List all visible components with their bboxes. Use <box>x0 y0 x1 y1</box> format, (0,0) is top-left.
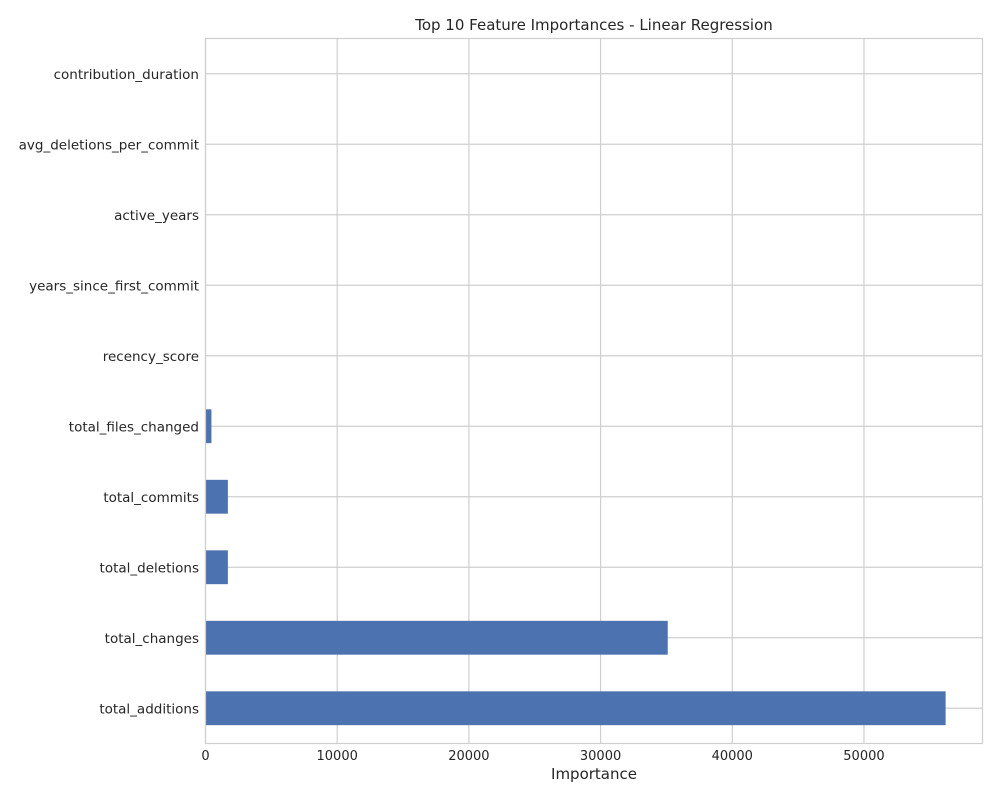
x-tick-label: 0 <box>201 749 209 764</box>
y-tick-label: years_since_first_commit <box>29 278 199 294</box>
x-tick-label: 40000 <box>712 749 753 764</box>
y-tick-labels: total_additions total_changes total_deleti… <box>19 67 199 718</box>
x-axis-label: Importance <box>551 765 637 783</box>
plot-area-frame <box>204 37 984 745</box>
y-tick-label: total_deletions <box>100 560 199 576</box>
bar-total-files-changed <box>205 409 212 444</box>
y-tick-label: active_years <box>114 208 199 224</box>
y-tick-label: total_commits <box>103 490 199 506</box>
y-tick-label: total_changes <box>105 631 199 647</box>
x-tick-label: 10000 <box>317 749 358 764</box>
y-tick-label: avg_deletions_per_commit <box>19 137 199 153</box>
y-tick-label: total_additions <box>99 701 199 717</box>
x-tick-label: 50000 <box>843 749 884 764</box>
x-tick-label: 20000 <box>448 749 489 764</box>
bar-total-additions <box>205 691 946 726</box>
chart-title: Top 10 Feature Importances - Linear Regr… <box>414 16 773 34</box>
bar-total-commits <box>205 479 228 514</box>
x-tick-label: 30000 <box>580 749 621 764</box>
y-tick-label: total_files_changed <box>69 419 199 435</box>
bar-layer <box>205 409 946 726</box>
bar-total-deletions <box>205 550 228 585</box>
x-tick-labels: 0 10000 20000 30000 40000 50000 <box>201 749 884 764</box>
y-tick-label: contribution_duration <box>54 67 199 83</box>
bar-total-changes <box>205 620 668 655</box>
y-tick-label: recency_score <box>103 349 199 365</box>
grid-layer <box>204 38 983 744</box>
